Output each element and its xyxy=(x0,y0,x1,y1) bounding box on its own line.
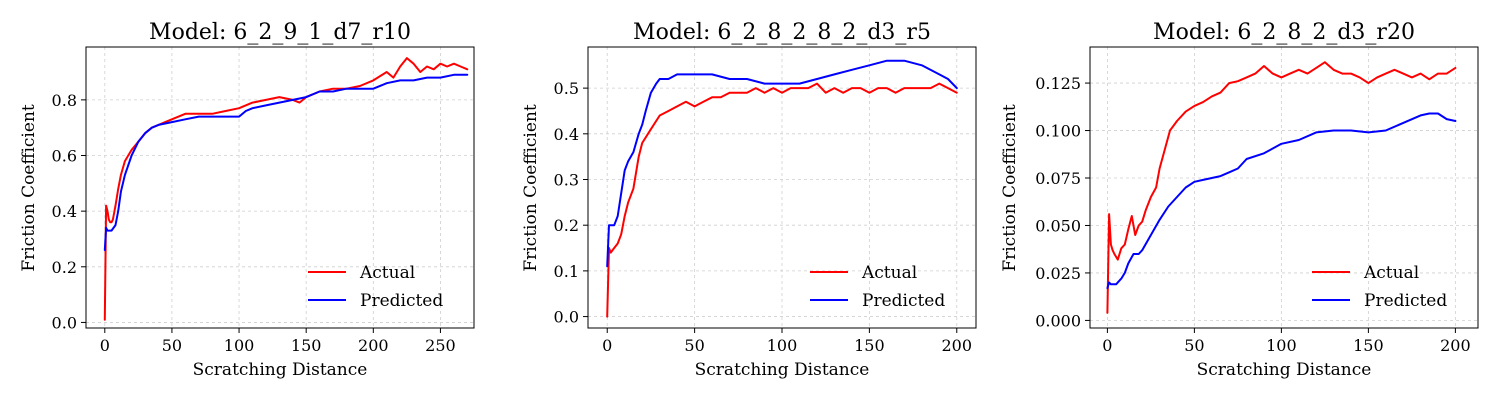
legend-label: Predicted xyxy=(360,291,443,311)
plot-frame xyxy=(1089,46,1479,329)
y-axis-label: Friction Coefficient xyxy=(1000,104,1020,272)
x-tick-label: 0 xyxy=(1102,336,1112,355)
x-axis-label: Scratching Distance xyxy=(193,360,368,380)
series-line-predicted xyxy=(606,59,958,268)
x-tick-label: 0 xyxy=(100,336,110,355)
legend-label: Predicted xyxy=(1364,291,1447,311)
chart-panel-3: Model: 6_2_8_2_d3_r20 0 50 100 150 200 0.000 0… xyxy=(1000,20,1479,380)
x-tick-label: 50 xyxy=(1184,336,1204,355)
y-tick-label: 0.0 xyxy=(52,313,77,332)
y-axis-label: Friction Coefficient xyxy=(19,104,39,272)
y-axis-label: Friction Coefficient xyxy=(521,104,541,272)
y-tick-label: 0.025 xyxy=(1035,264,1081,283)
legend-label: Actual xyxy=(359,263,415,283)
y-tick-label: 0.125 xyxy=(1035,74,1081,93)
x-tick-label: 150 xyxy=(1353,336,1384,355)
y-tick-label: 0.075 xyxy=(1035,169,1081,188)
series-line-actual xyxy=(103,57,469,321)
y-tick-label: 0.6 xyxy=(52,147,77,166)
x-tick-label: 150 xyxy=(854,336,885,355)
x-tick-label: 200 xyxy=(1440,336,1471,355)
chart-title: Model: 6_2_9_1_d7_r10 xyxy=(149,20,411,45)
x-tick-label: 100 xyxy=(224,336,255,355)
chart-title: Model: 6_2_8_2_8_2_d3_r5 xyxy=(633,20,931,45)
x-tick-label: 150 xyxy=(291,336,322,355)
y-tick-label: 0.4 xyxy=(52,202,77,221)
series-line-actual xyxy=(606,82,958,318)
legend-label: Actual xyxy=(1363,263,1419,283)
x-tick-label: 100 xyxy=(767,336,798,355)
y-tick-label: 0.0 xyxy=(554,308,579,327)
x-tick-label: 250 xyxy=(425,336,456,355)
x-tick-label: 0 xyxy=(602,336,612,355)
y-tick-label: 0.100 xyxy=(1035,122,1081,141)
y-tick-label: 0.050 xyxy=(1035,216,1081,235)
chart-panel-2: Model: 6_2_8_2_8_2_d3_r5 0 50 100 150 200 0.0… xyxy=(521,20,977,380)
x-tick-label: 100 xyxy=(1266,336,1297,355)
chart-title: Model: 6_2_8_2_d3_r20 xyxy=(1153,20,1415,45)
legend-label: Actual xyxy=(861,263,917,283)
legend-label: Predicted xyxy=(862,291,945,311)
x-tick-label: 200 xyxy=(942,336,973,355)
series-line-predicted xyxy=(103,73,469,252)
y-tick-label: 0.1 xyxy=(554,262,579,281)
y-tick-label: 0.2 xyxy=(52,258,77,277)
x-axis-label: Scratching Distance xyxy=(695,360,870,380)
y-tick-label: 0.3 xyxy=(554,171,579,190)
plot-frame xyxy=(85,46,475,329)
x-tick-label: 50 xyxy=(684,336,704,355)
x-axis-label: Scratching Distance xyxy=(1197,360,1372,380)
x-tick-label: 200 xyxy=(358,336,389,355)
y-tick-label: 0.5 xyxy=(554,79,579,98)
y-tick-label: 0.4 xyxy=(554,125,579,144)
y-tick-label: 0.8 xyxy=(52,91,77,110)
chart-panel-1: Model: 6_2_9_1_d7_r10 0 50 100 150 200 250 0.0… xyxy=(19,20,475,380)
series-line-predicted xyxy=(1106,112,1457,290)
y-tick-label: 0.2 xyxy=(554,216,579,235)
series-line-actual xyxy=(1106,61,1457,314)
y-tick-label: 0.000 xyxy=(1035,311,1081,330)
x-tick-label: 50 xyxy=(162,336,182,355)
